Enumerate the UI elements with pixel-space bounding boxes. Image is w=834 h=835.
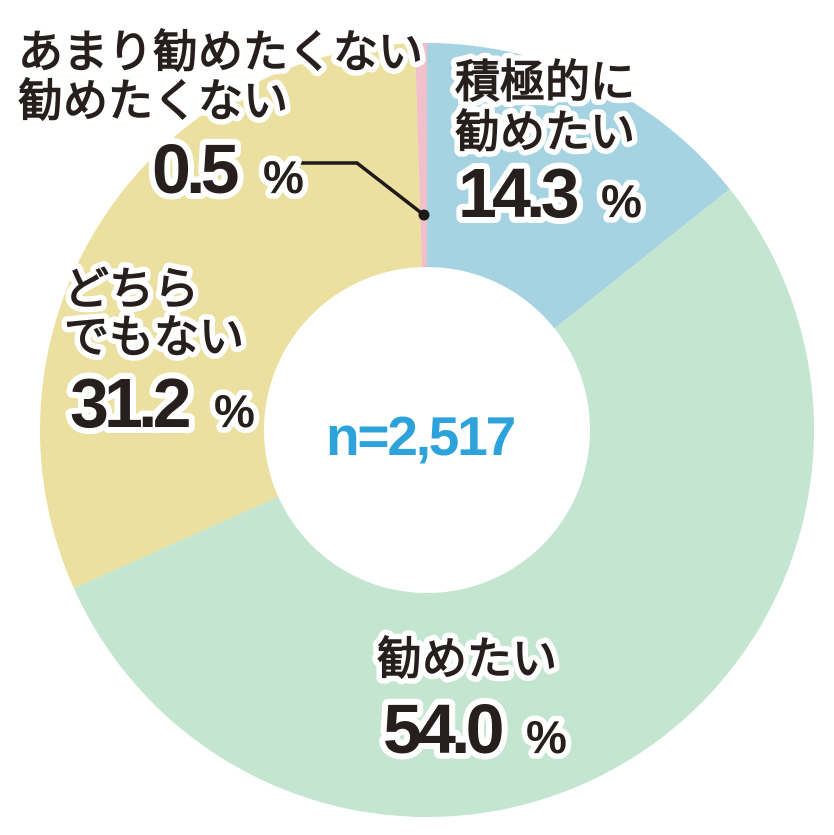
segment-label-strong-line1: 積極的に xyxy=(455,56,635,107)
segment-unit-positive: % xyxy=(526,711,567,763)
leader-dot xyxy=(418,209,430,221)
segment-label-positive-strong: 積極的に 勧めたい 14.3 % xyxy=(450,51,648,239)
leader-line-group xyxy=(298,161,430,221)
segment-label-neutral-line1: どちら xyxy=(64,263,199,314)
leader-line xyxy=(298,161,426,217)
segment-label-negative: あまり勧めたくない 勧めたくない 0.5 % xyxy=(13,21,429,215)
segment-value-negative: 0.5 xyxy=(152,130,238,208)
segment-label-positive-line1: 勧めたい xyxy=(377,633,557,684)
sample-size-label: n=2,517 xyxy=(326,405,515,467)
segment-value-strong: 14.3 xyxy=(458,154,578,232)
segment-label-negative-line1: あまり勧めたくない xyxy=(18,26,423,77)
segment-value-neutral: 31.2 xyxy=(70,364,190,442)
segment-unit-negative: % xyxy=(263,151,304,203)
segment-value-positive: 54.0 xyxy=(383,690,503,768)
segment-label-neutral: どちら でもない 31.2 % xyxy=(59,258,261,449)
segment-label-strong-line2: 勧めたい xyxy=(455,106,635,157)
segment-label-positive: 勧めたい 54.0 % xyxy=(372,628,573,775)
segment-label-negative-line2: 勧めたくない xyxy=(18,75,288,126)
segment-unit-strong: % xyxy=(601,175,642,227)
segment-unit-neutral: % xyxy=(214,385,255,437)
segment-label-neutral-line2: でもない xyxy=(64,311,244,362)
donut-hole xyxy=(264,267,590,593)
